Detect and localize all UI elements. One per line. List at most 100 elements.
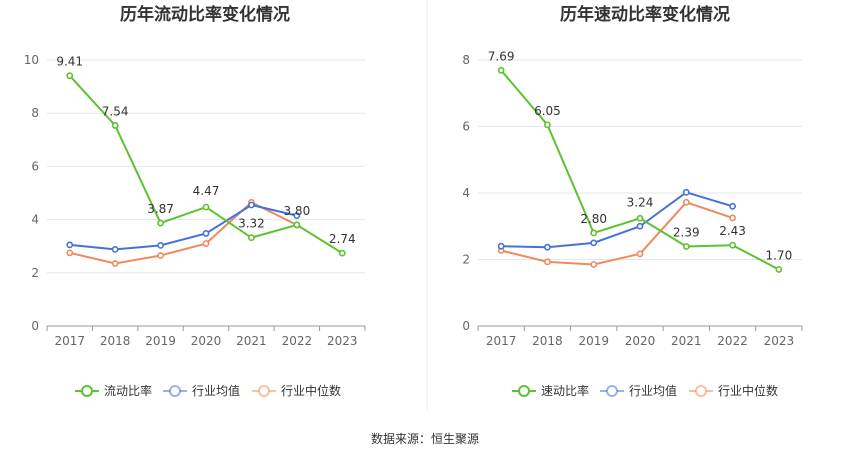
legend-item[interactable]: 行业均值 bbox=[163, 383, 240, 398]
y-tick-label: 0 bbox=[31, 319, 39, 333]
data-label: 1.70 bbox=[765, 248, 792, 262]
data-label: 7.69 bbox=[488, 49, 515, 63]
legend-label: 速动比率 bbox=[541, 383, 589, 398]
data-point bbox=[497, 242, 505, 250]
y-tick-label: 4 bbox=[462, 186, 470, 200]
quick-ratio-chart: 历年速动比率变化情况 0 2 4 6 8 2017 2018 2019 2020 2021 2022 2… bbox=[462, 4, 803, 398]
x-tick-label: 2017 bbox=[54, 334, 85, 348]
chart-title: 历年速动比率变化情况 bbox=[560, 4, 730, 25]
data-point bbox=[590, 229, 598, 237]
data-label: 3.80 bbox=[283, 204, 310, 218]
x-tick-label: 2019 bbox=[578, 334, 609, 348]
y-tick-label: 8 bbox=[31, 106, 39, 120]
data-point bbox=[66, 249, 74, 257]
data-point bbox=[544, 121, 551, 129]
data-label: 3.87 bbox=[147, 202, 174, 216]
data-label: 3.24 bbox=[627, 195, 654, 209]
data-point bbox=[202, 203, 210, 211]
legend-marker bbox=[695, 385, 707, 397]
data-label: 9.41 bbox=[56, 55, 83, 69]
series-line bbox=[500, 201, 733, 266]
x-tick-label: 2019 bbox=[145, 334, 176, 348]
data-point bbox=[636, 222, 644, 230]
data-point bbox=[729, 241, 736, 249]
data-point bbox=[636, 214, 644, 222]
legend-label: 行业均值 bbox=[629, 383, 677, 398]
data-point bbox=[202, 240, 210, 247]
data-label: 2.43 bbox=[719, 224, 746, 238]
series-line bbox=[500, 69, 780, 271]
data-point bbox=[157, 242, 164, 249]
x-tick-label: 2021 bbox=[236, 334, 267, 348]
y-tick-label: 8 bbox=[462, 53, 470, 67]
data-point bbox=[293, 221, 301, 229]
y-tick-label: 2 bbox=[462, 253, 470, 267]
data-point bbox=[111, 122, 119, 129]
legend-marker bbox=[81, 385, 93, 397]
legend-item[interactable]: 行业中位数 bbox=[252, 383, 341, 398]
x-tick-label: 2018 bbox=[100, 334, 131, 348]
x-tick-label: 2022 bbox=[717, 334, 748, 348]
data-label: 4.47 bbox=[193, 184, 220, 198]
x-tick-label: 2023 bbox=[764, 334, 795, 348]
data-label: 2.80 bbox=[580, 212, 607, 226]
x-tick-label: 2021 bbox=[671, 334, 702, 348]
chart-title: 历年流动比率变化情况 bbox=[120, 4, 290, 25]
legend-label: 行业均值 bbox=[192, 383, 240, 398]
data-point bbox=[338, 249, 346, 257]
data-source-note: 数据来源：恒生聚源 bbox=[371, 431, 479, 446]
data-point bbox=[111, 260, 119, 267]
data-point bbox=[682, 188, 690, 196]
data-point bbox=[775, 266, 783, 273]
y-tick-label: 0 bbox=[462, 319, 470, 333]
legend-item[interactable]: 行业均值 bbox=[600, 383, 677, 398]
legend-marker bbox=[169, 385, 181, 397]
data-point bbox=[248, 234, 255, 242]
x-tick-label: 2017 bbox=[486, 334, 517, 348]
data-point bbox=[66, 72, 74, 80]
legend-marker bbox=[606, 385, 618, 397]
data-point bbox=[157, 219, 164, 227]
data-point bbox=[682, 243, 690, 250]
data-point bbox=[636, 250, 644, 258]
data-label: 2.74 bbox=[329, 232, 356, 246]
x-tick-label: 2022 bbox=[282, 334, 313, 348]
data-point bbox=[682, 198, 690, 206]
legend-item[interactable]: 速动比率 bbox=[512, 383, 589, 398]
legend-item[interactable]: 行业中位数 bbox=[689, 383, 778, 398]
legend-label: 流动比率 bbox=[104, 383, 152, 398]
legend-marker bbox=[258, 385, 270, 397]
data-point bbox=[293, 212, 301, 220]
data-point bbox=[590, 261, 598, 268]
series-line bbox=[69, 203, 298, 251]
data-point bbox=[544, 243, 551, 251]
data-point bbox=[497, 66, 505, 74]
data-point bbox=[590, 239, 598, 247]
legend-item[interactable]: 流动比率 bbox=[75, 383, 152, 398]
x-tick-label: 2020 bbox=[191, 334, 222, 348]
x-tick-label: 2018 bbox=[532, 334, 563, 348]
data-point bbox=[248, 201, 255, 209]
y-tick-label: 10 bbox=[24, 53, 39, 67]
data-label: 7.54 bbox=[102, 104, 129, 118]
y-tick-label: 4 bbox=[31, 213, 39, 227]
x-tick-label: 2020 bbox=[625, 334, 656, 348]
legend-marker bbox=[518, 385, 530, 397]
data-point bbox=[66, 241, 74, 249]
data-label: 6.05 bbox=[534, 104, 561, 118]
data-point bbox=[111, 245, 119, 253]
legend-label: 行业中位数 bbox=[281, 383, 341, 398]
series-line bbox=[501, 191, 733, 249]
series-line bbox=[69, 201, 298, 265]
data-point bbox=[202, 230, 210, 237]
series-line bbox=[68, 75, 343, 254]
legend-label: 行业中位数 bbox=[718, 383, 778, 398]
data-label: 3.32 bbox=[238, 217, 265, 231]
data-point bbox=[157, 252, 164, 259]
y-tick-label: 2 bbox=[31, 266, 39, 280]
current-ratio-chart: 历年流动比率变化情况 0 2 4 6 8 10 2017 2018 2019 2020 2021 202… bbox=[24, 4, 366, 398]
data-point bbox=[544, 258, 551, 266]
y-tick-label: 6 bbox=[462, 120, 470, 134]
x-tick-label: 2023 bbox=[327, 334, 358, 348]
